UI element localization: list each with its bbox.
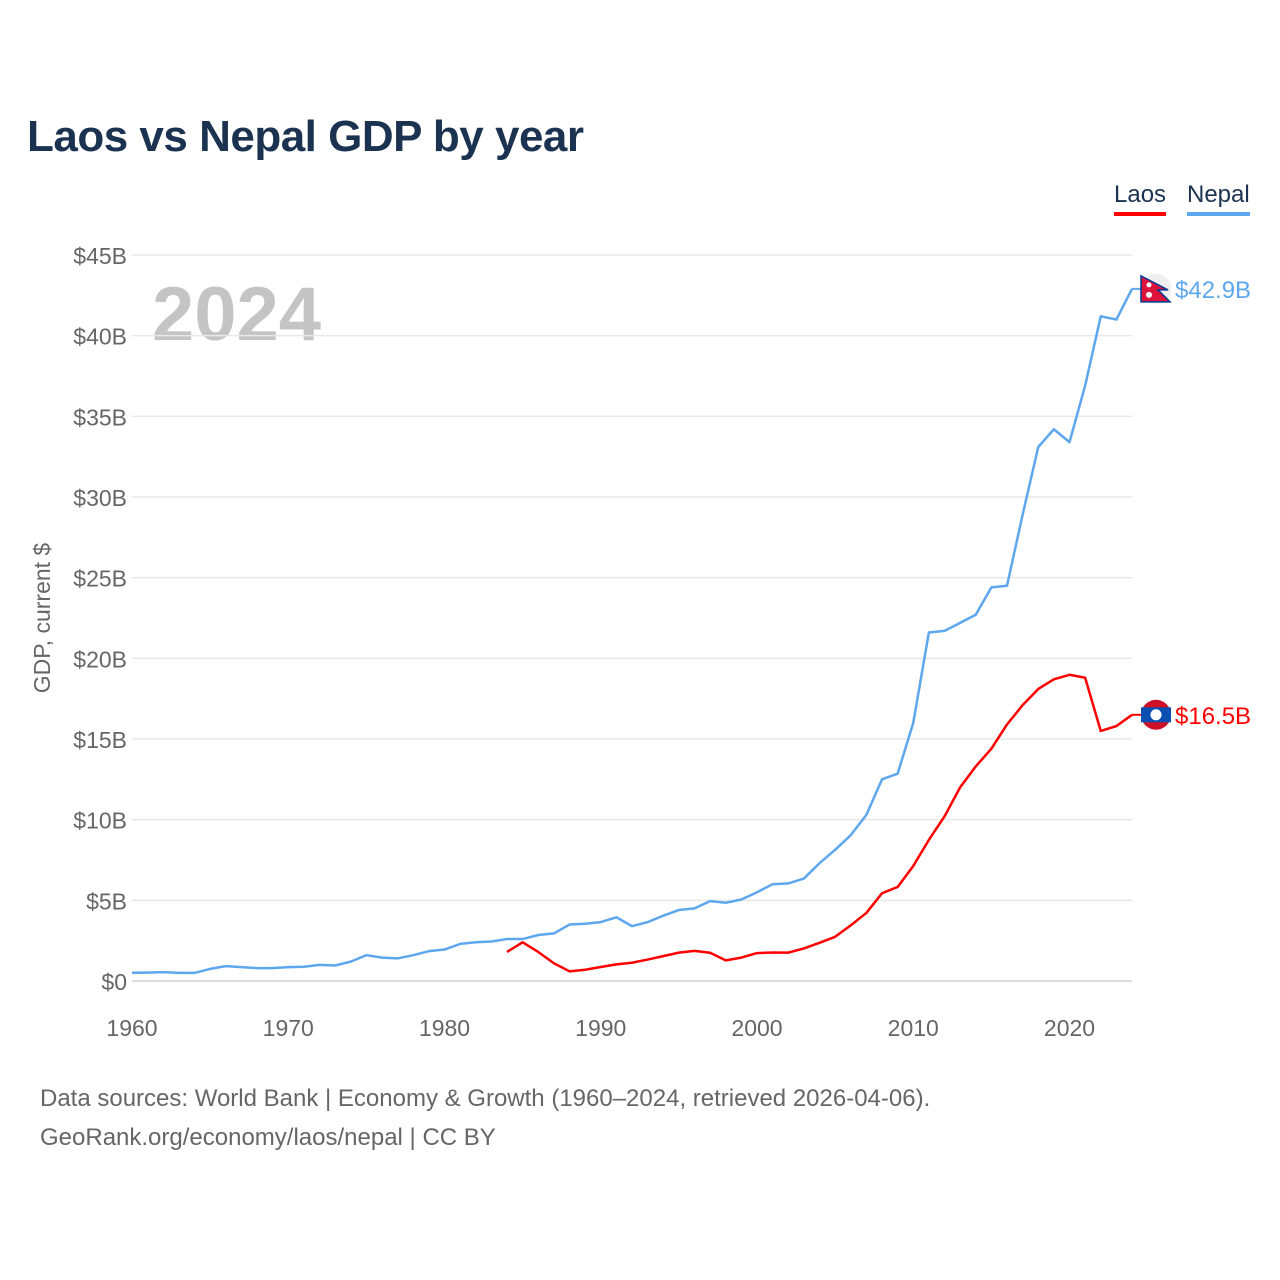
y-tick-label: $20B <box>73 646 127 672</box>
y-tick-label: $10B <box>73 808 127 834</box>
series-line-laos <box>506 673 1133 973</box>
y-axis-label: GDP, current $ <box>29 543 55 694</box>
legend-item-laos[interactable]: Laos <box>1114 181 1167 216</box>
y-tick-label: $40B <box>73 324 127 350</box>
end-value-label: $42.9B <box>1175 277 1251 304</box>
y-tick-label: $5B <box>86 888 127 914</box>
x-tick-label: 2000 <box>731 1015 782 1041</box>
legend-item-nepal[interactable]: Nepal <box>1187 181 1250 216</box>
year-watermark: 2024 <box>152 272 321 357</box>
chart-title: Laos vs Nepal GDP by year <box>27 112 584 161</box>
series-line-nepal <box>131 288 1134 975</box>
x-tick-label: 1960 <box>106 1015 157 1041</box>
footer-credit[interactable]: GeoRank.org/economy/laos/nepal | CC BY <box>40 1124 496 1151</box>
x-tick-label: 2010 <box>888 1015 939 1041</box>
end-value-label: $16.5B <box>1175 703 1251 730</box>
y-tick-label: $45B <box>73 243 127 269</box>
x-tick-label: 2020 <box>1044 1015 1095 1041</box>
y-tick-label: $30B <box>73 485 127 511</box>
footer-sources: Data sources: World Bank | Economy & Gro… <box>40 1085 931 1112</box>
y-tick-label: $25B <box>73 566 127 592</box>
nepal-flag-moon <box>1146 282 1152 288</box>
laos-flag-moon <box>1150 709 1162 721</box>
y-tick-label: $0 <box>101 969 127 995</box>
x-tick-label: 1970 <box>263 1015 314 1041</box>
x-tick-label: 1980 <box>419 1015 470 1041</box>
y-tick-label: $15B <box>73 727 127 753</box>
nepal-flag-sun <box>1146 291 1152 298</box>
y-tick-label: $35B <box>73 404 127 430</box>
x-tick-label: 1990 <box>575 1015 626 1041</box>
